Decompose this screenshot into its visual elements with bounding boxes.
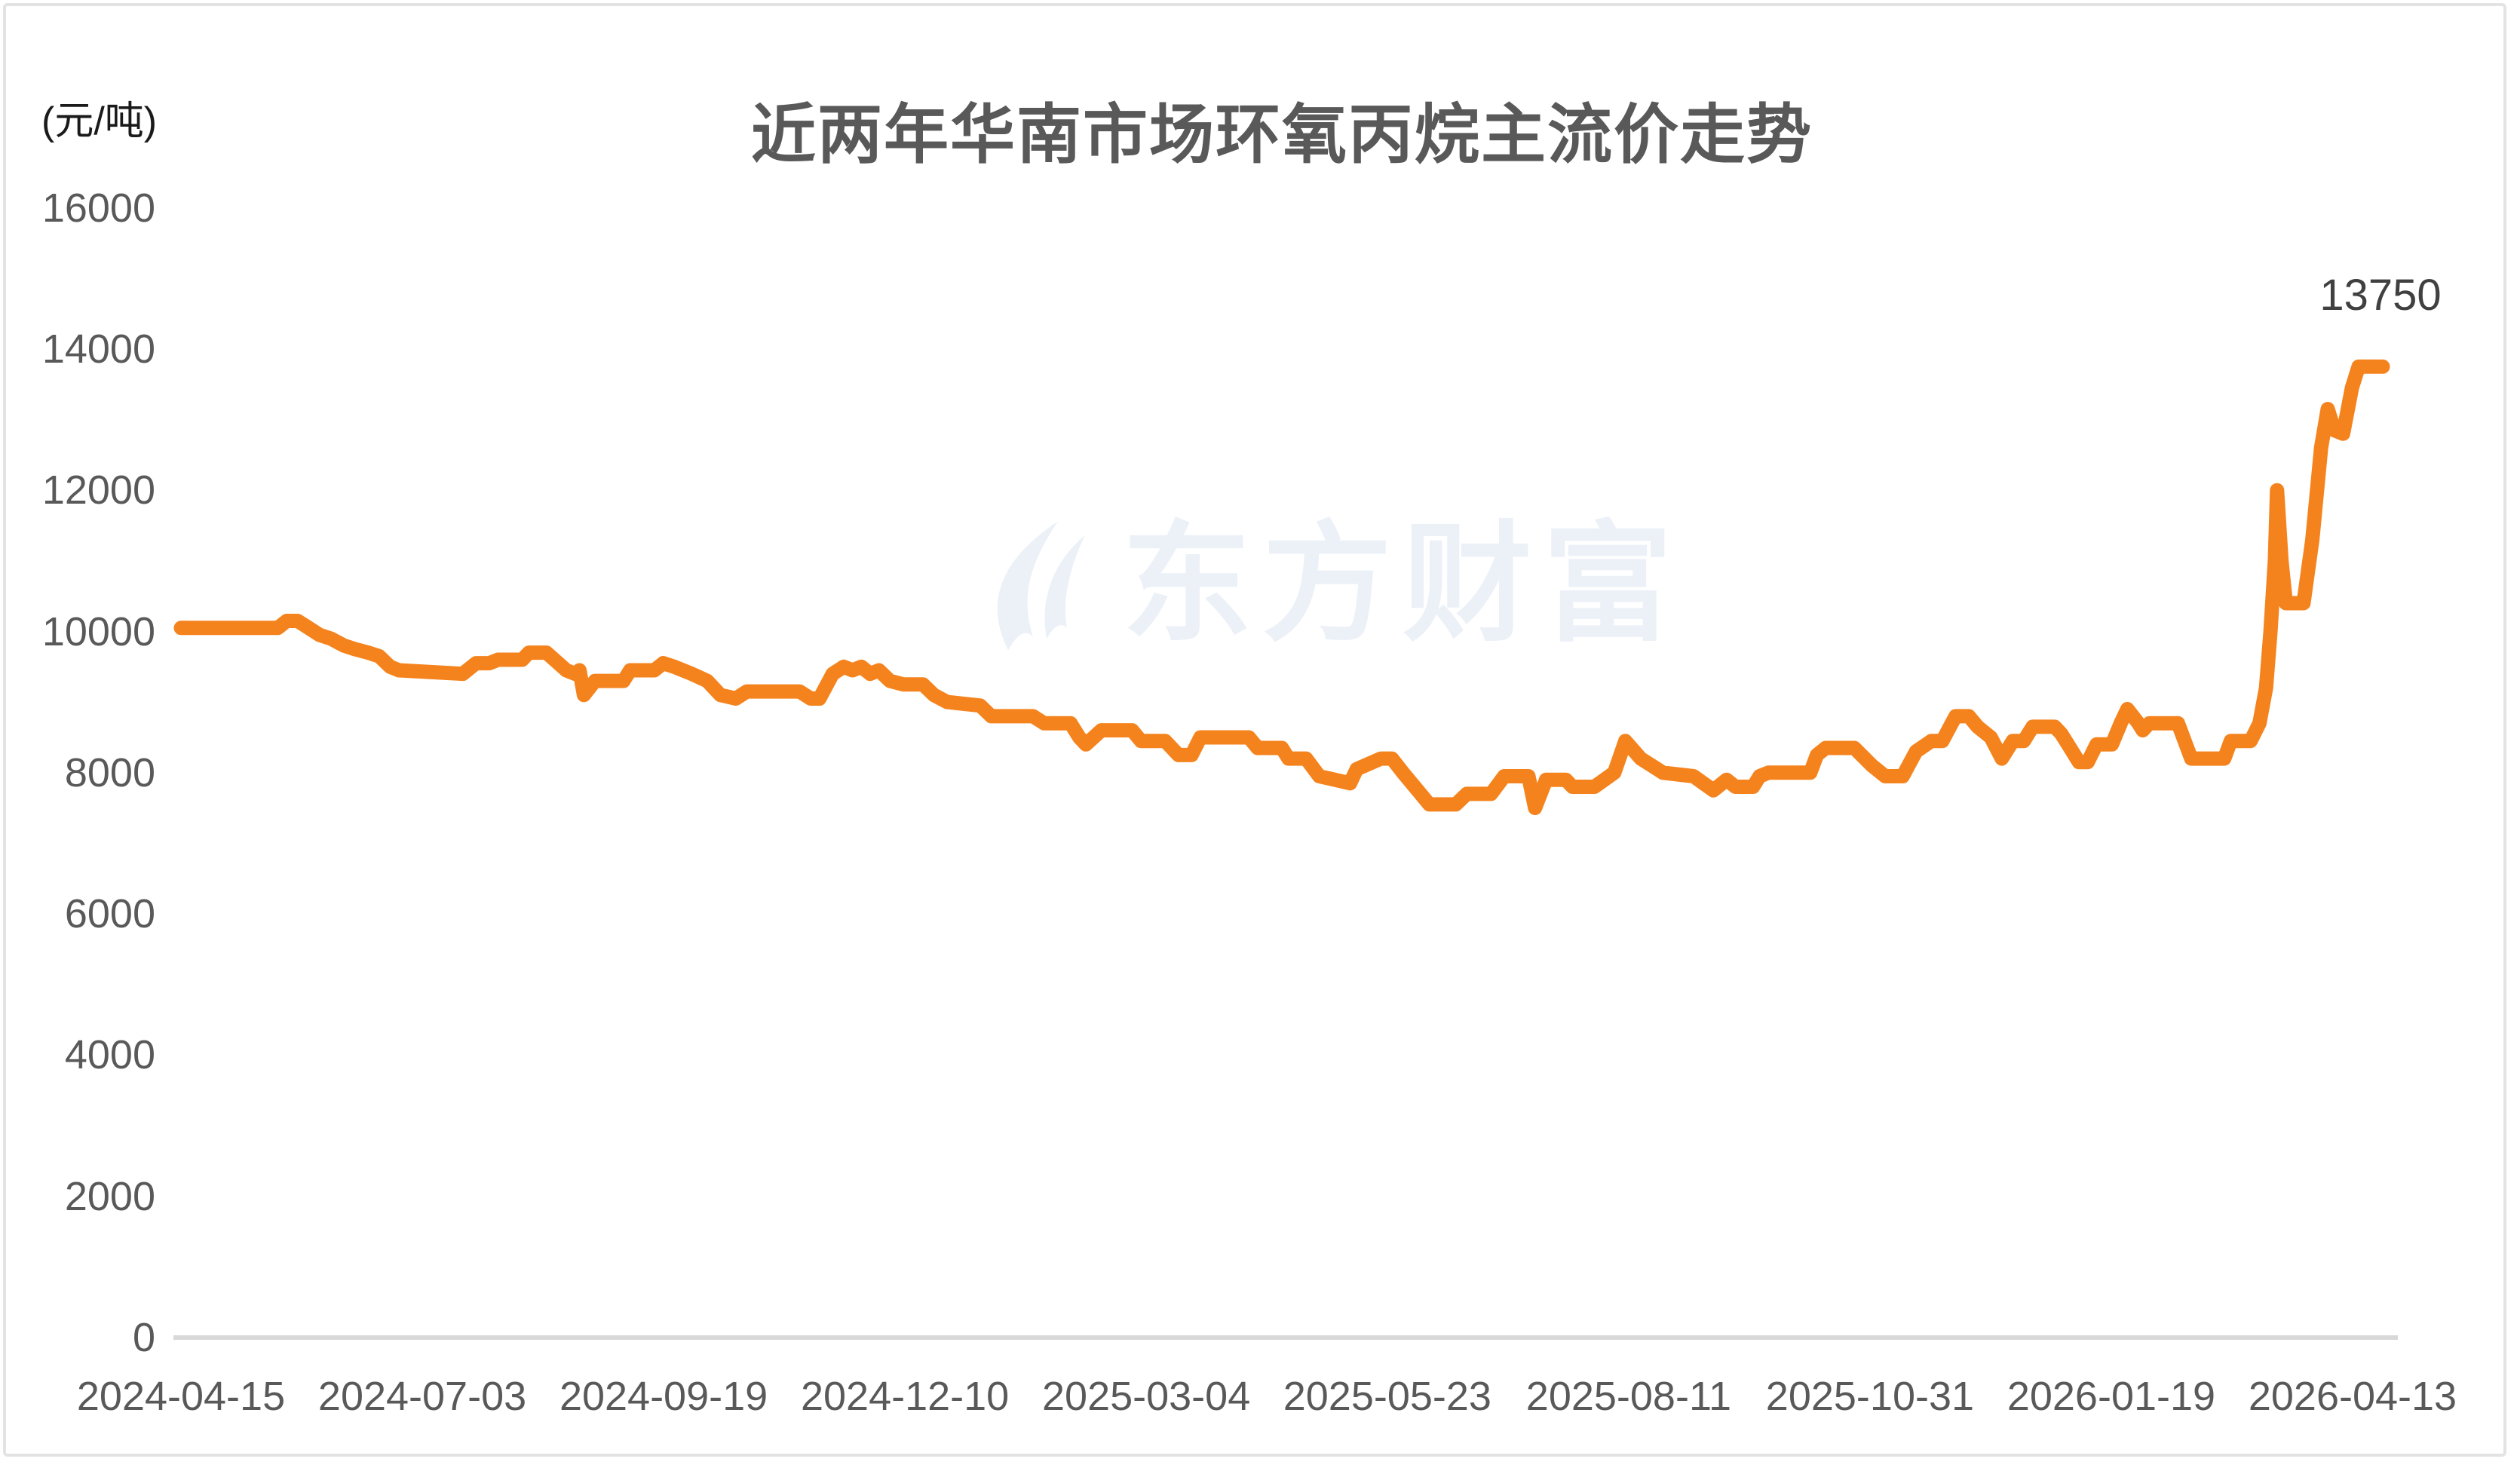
x-axis-tick-label: 2024-12-10 <box>800 1374 1010 1419</box>
y-axis-tick-label: 6000 <box>64 891 155 937</box>
y-axis-tick-label: 8000 <box>64 749 155 795</box>
price-line <box>173 359 2390 816</box>
y-axis-tick-label: 14000 <box>41 326 155 372</box>
y-axis-tick-label: 10000 <box>41 608 155 654</box>
x-axis-line <box>173 1335 2398 1340</box>
x-axis-tick-label: 2024-09-19 <box>559 1374 768 1419</box>
x-axis-tick-label: 2025-05-23 <box>1283 1374 1491 1419</box>
chart-frame-border <box>3 3 2506 1457</box>
x-axis-tick-label: 2026-01-19 <box>2006 1374 2216 1419</box>
y-axis-tick-label: 0 <box>132 1315 155 1360</box>
last-value-label: 13750 <box>2319 271 2442 320</box>
x-axis-tick-label: 2025-03-04 <box>1042 1374 1251 1419</box>
x-axis-tick-label: 2025-08-11 <box>1525 1374 1731 1419</box>
y-axis-tick-label: 12000 <box>41 467 155 513</box>
x-axis-tick-label: 2025-10-31 <box>1765 1374 1975 1419</box>
y-axis-tick-label: 16000 <box>41 185 155 231</box>
x-axis-tick-label: 2024-07-03 <box>317 1374 527 1419</box>
chart-title: 近两年华南市场环氧丙烷主流价走势 <box>751 99 1813 171</box>
y-axis-tick-label: 4000 <box>64 1032 155 1078</box>
x-axis-tick-label: 2024-04-15 <box>76 1374 286 1419</box>
x-axis-tick-label: 2026-04-13 <box>2248 1374 2457 1419</box>
y-axis-unit-label: (元/吨) <box>41 100 158 143</box>
y-axis-tick-label: 2000 <box>64 1173 155 1219</box>
